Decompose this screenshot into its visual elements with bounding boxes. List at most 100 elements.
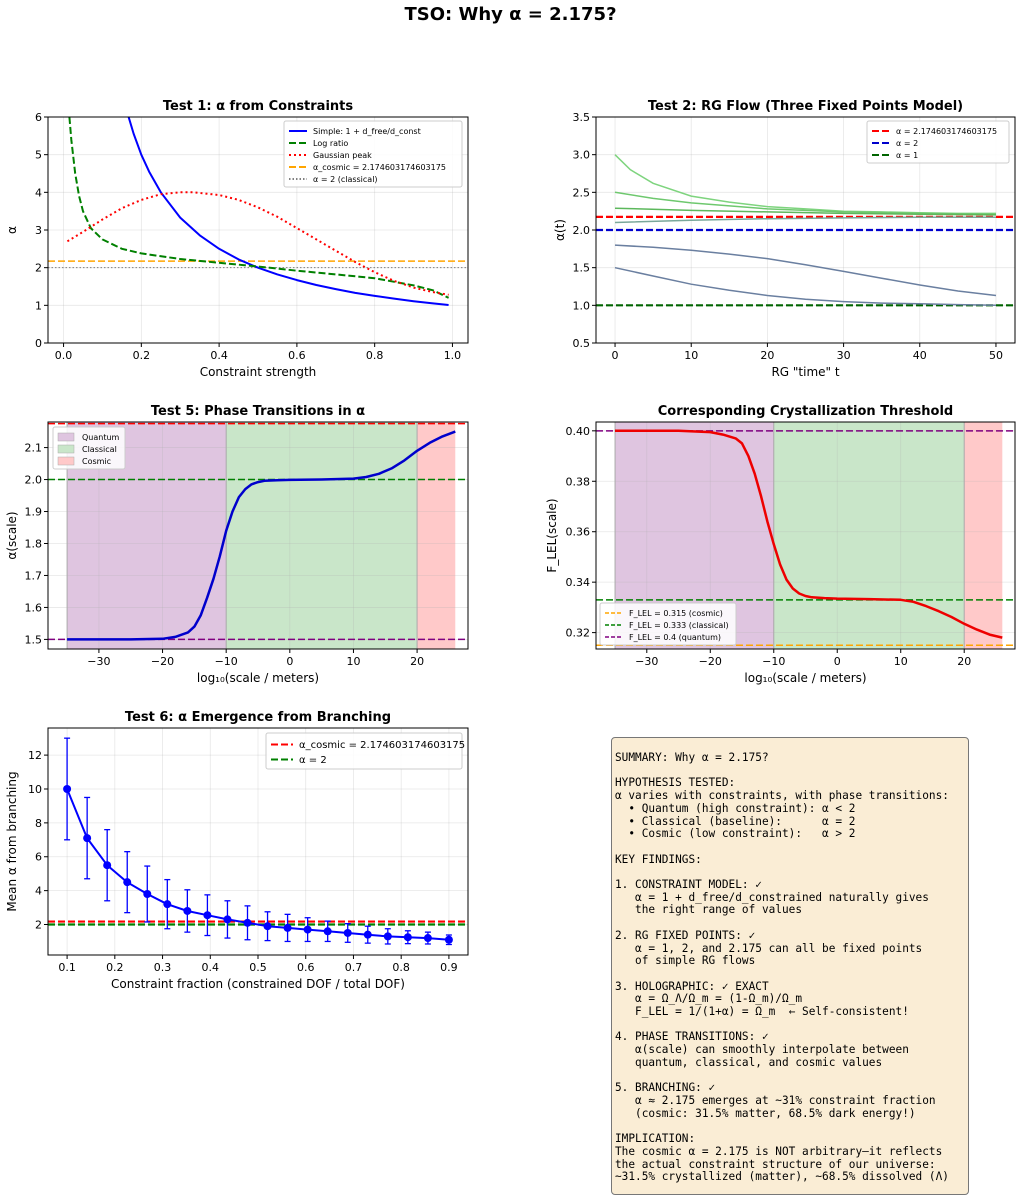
y-tick-label: 6	[35, 851, 42, 864]
legend-label: α_cosmic = 2.174603174603175	[299, 740, 465, 751]
x-tick-label: 0.4	[202, 961, 220, 974]
y-tick-label: 0.5	[573, 337, 591, 350]
series-line	[67, 430, 456, 641]
x-tick-label: 10	[346, 655, 360, 668]
x-tick-label: −30	[87, 655, 110, 668]
x-tick-label: 0.7	[345, 961, 363, 974]
y-tick-label: 2	[35, 262, 42, 275]
x-tick-label: 20	[957, 655, 971, 668]
legend-box	[265, 732, 463, 770]
legend-label: Cosmic	[82, 457, 111, 466]
legend: Quantum Classical Cosmic	[52, 426, 126, 470]
y-tick-label: 0	[35, 337, 42, 350]
x-axis-label: log₁₀(scale / meters)	[197, 671, 319, 685]
chart-test2: 0 10 20 30 40 50 0.5 1.0 1.5 2.0 2.5 3.0 3.5 Test 2: …	[553, 99, 1016, 379]
data-point	[363, 930, 372, 939]
x-tick-label: 0.6	[288, 349, 306, 362]
chart-test5: −30 −20 −10 0 10 20 1.5 1.6 1.7 1.8 1.9 2.0 2.1 Test …	[5, 404, 469, 685]
trajectory-line	[614, 266, 997, 307]
y-tick-label: 0.34	[566, 576, 591, 589]
y-tick-label: 5	[35, 149, 42, 162]
legend-label: α_cosmic = 2.174603174603175	[313, 163, 446, 172]
legend-label: Classical	[82, 445, 117, 454]
series-line	[615, 429, 1003, 639]
chart-test6: 0.1 0.2 0.3 0.4 0.5 0.6 0.7 0.8 0.9 2 4 6 8 10 12 Test …	[5, 710, 469, 991]
x-tick-label: 0.1	[58, 961, 76, 974]
summary-text: SUMMARY: Why α = 2.175? HYPOTHESIS TESTE…	[615, 751, 949, 1184]
legend-swatch	[57, 432, 75, 442]
chart-title: Test 1: α from Constraints	[163, 99, 354, 114]
y-axis-label: α(t)	[553, 219, 567, 241]
data-point	[63, 784, 72, 793]
trajectory-line	[614, 207, 997, 216]
x-tick-label: 40	[913, 349, 927, 362]
trajectory-line	[614, 244, 997, 297]
data-point	[323, 927, 332, 936]
x-axis-label: Constraint fraction (constrained DOF / t…	[111, 977, 405, 991]
summary-box	[611, 737, 969, 1195]
chart-title: Test 6: α Emergence from Branching	[125, 710, 391, 725]
x-tick-label: 0.2	[133, 349, 151, 362]
x-tick-label: 50	[989, 349, 1003, 362]
y-tick-label: 1.5	[25, 633, 43, 646]
legend-swatch	[57, 444, 75, 454]
y-tick-label: 2.1	[25, 442, 43, 455]
plot-frame	[595, 421, 1016, 650]
y-tick-label: 1.5	[573, 262, 591, 275]
y-tick-label: 0.38	[566, 475, 591, 488]
data-point	[263, 922, 272, 931]
y-tick-label: 3.0	[573, 149, 591, 162]
data-point	[303, 925, 312, 934]
data-point	[343, 928, 352, 937]
y-tick-label: 1	[35, 299, 42, 312]
legend-label: Simple: 1 + d_free/d_const	[313, 127, 421, 136]
figure-title: TSO: Why α = 2.175?	[404, 4, 617, 25]
x-tick-label: −20	[699, 655, 722, 668]
y-axis-label: α	[5, 226, 19, 234]
x-tick-label: 0.3	[154, 961, 172, 974]
x-tick-label: 1.0	[444, 349, 462, 362]
y-tick-label: 0.36	[566, 526, 591, 539]
legend-box	[599, 602, 737, 646]
x-axis-label: log₁₀(scale / meters)	[744, 671, 866, 685]
legend-swatch	[57, 456, 75, 466]
y-tick-label: 8	[35, 817, 42, 830]
band-classical	[226, 422, 418, 649]
x-tick-label: −20	[151, 655, 174, 668]
y-tick-label: 3.5	[573, 111, 591, 124]
legend: α_cosmic = 2.174603174603175 α = 2	[265, 732, 465, 770]
trajectory-line	[614, 191, 997, 215]
legend-label: α = 2 (classical)	[313, 175, 378, 184]
legend-box	[866, 120, 1010, 164]
legend: α = 2.174603174603175 α = 2 α = 1	[866, 120, 1010, 164]
legend-label: α = 2	[299, 755, 327, 766]
data-point	[163, 900, 172, 909]
y-tick-label: 1.0	[573, 299, 591, 312]
data-point	[403, 933, 412, 942]
y-tick-label: 1.7	[25, 569, 43, 582]
x-tick-label: −10	[215, 655, 238, 668]
y-tick-label: 12	[28, 749, 42, 762]
legend-label: Gaussian peak	[313, 151, 372, 160]
chart-title: Corresponding Crystallization Threshold	[658, 404, 953, 419]
y-tick-label: 1.8	[25, 537, 43, 550]
x-tick-label: 0	[612, 349, 619, 362]
chart-test1: 0.0 0.2 0.4 0.6 0.8 1.0 0 1 2 3 4 5 6 Test 1: α from …	[5, 99, 469, 379]
band-classical	[773, 422, 965, 649]
data-point	[143, 890, 152, 899]
data-point	[423, 934, 432, 943]
x-tick-label: 0.2	[106, 961, 124, 974]
y-tick-label: 2.0	[573, 224, 591, 237]
y-tick-label: 1.9	[25, 506, 43, 519]
legend-label: F_LEL = 0.4 (quantum)	[629, 633, 721, 642]
y-tick-label: 0.32	[566, 627, 591, 640]
x-axis-label: RG "time" t	[771, 365, 839, 379]
data-point	[203, 911, 212, 920]
chart-title: Test 5: Phase Transitions in α	[151, 404, 365, 419]
series-line	[68, 117, 450, 299]
x-tick-label: 0.4	[210, 349, 228, 362]
y-tick-label: 2	[35, 919, 42, 932]
x-tick-label: 0	[286, 655, 293, 668]
data-point	[223, 915, 232, 924]
series-line	[127, 117, 449, 306]
